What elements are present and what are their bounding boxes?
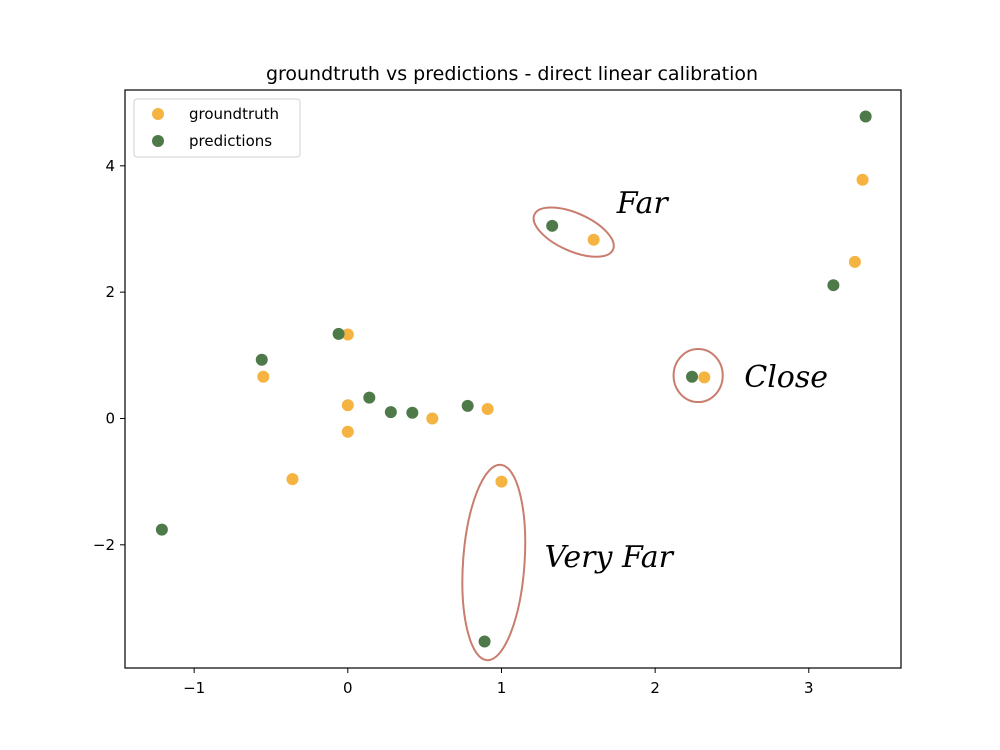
point-predictions [478,635,491,648]
point-predictions [155,523,168,536]
x-tick-label: −1 [183,679,205,697]
point-groundtruth [848,255,861,268]
point-groundtruth [426,412,439,425]
x-tick-label: 2 [650,679,660,697]
point-predictions [461,399,474,412]
point-groundtruth [856,173,869,186]
plot-area [124,89,902,669]
point-groundtruth [257,370,270,383]
x-tick-label: 1 [497,679,507,697]
point-predictions [363,391,376,404]
y-tick-label: 2 [105,283,115,301]
legend: groundtruth predictions [133,98,301,158]
y-tick-label: −2 [93,536,115,554]
annotation-ellipse [461,463,527,662]
point-predictions [686,370,699,383]
legend-marker-predictions [152,135,164,147]
x-tick-label: 3 [804,679,814,697]
point-groundtruth [481,403,494,416]
point-groundtruth [341,425,354,438]
x-tick-label: 0 [343,679,353,697]
y-tick-label: 4 [105,157,115,175]
point-predictions [384,406,397,419]
legend-frame [133,98,301,158]
point-predictions [859,110,872,123]
annotation-label: Very Far [545,540,675,575]
point-groundtruth [495,475,508,488]
legend-marker-groundtruth [152,108,164,120]
point-groundtruth [587,233,600,246]
point-predictions [827,279,840,292]
point-predictions [406,406,419,419]
chart-title: groundtruth vs predictions - direct line… [266,63,758,85]
point-predictions [546,219,559,232]
annotation-ellipse [532,206,615,258]
point-groundtruth [698,371,711,384]
annotation-label: Far [616,186,670,221]
point-groundtruth [286,473,299,486]
point-predictions [332,327,345,340]
y-tick-label: 0 [105,409,115,427]
legend-label-groundtruth: groundtruth [189,105,279,123]
legend-label-predictions: predictions [189,132,272,150]
point-groundtruth [341,328,354,341]
point-groundtruth [341,399,354,412]
annotation-label: Close [744,360,828,395]
annotation-ellipse [672,347,724,404]
point-predictions [255,353,268,366]
